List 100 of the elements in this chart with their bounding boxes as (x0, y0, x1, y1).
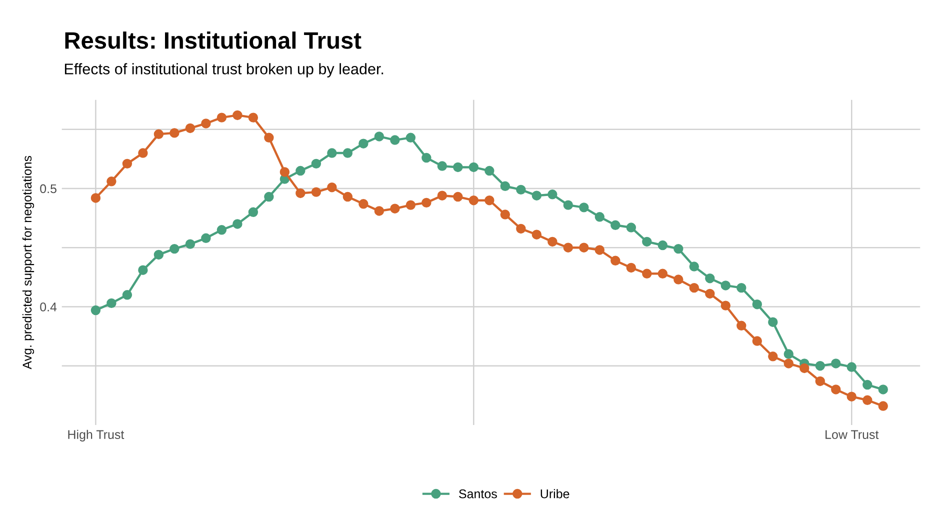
point (831, 384, 841, 394)
point (768, 352, 778, 362)
point (216, 112, 227, 122)
y-tick-label: 0.5 (40, 184, 56, 194)
point (705, 274, 715, 284)
point (658, 268, 668, 278)
point (642, 236, 652, 247)
chart-title: Results: Institutional Trust (65, 32, 362, 49)
point (626, 222, 636, 232)
point (516, 184, 526, 195)
point (390, 204, 400, 214)
point (342, 192, 353, 202)
point (106, 298, 116, 308)
point (720, 280, 730, 290)
x-tick-label: High Trust (68, 430, 124, 442)
point (610, 256, 620, 266)
y-axis-title: Avg. predicted support for negotiations (22, 156, 34, 370)
point (185, 239, 196, 249)
point (437, 190, 448, 200)
point (185, 123, 196, 134)
point (548, 190, 558, 200)
point (90, 305, 101, 316)
point (453, 192, 463, 202)
legend-label: Santos (459, 489, 497, 498)
legend-label: Uribe (540, 489, 570, 498)
point (154, 250, 164, 260)
point (484, 166, 494, 176)
point (201, 233, 211, 244)
point (563, 242, 574, 252)
point (406, 200, 416, 210)
point (579, 202, 589, 212)
point (248, 207, 258, 218)
chart-subtitle: Effects of institutional trust broken up by leader. (64, 63, 384, 78)
point (358, 199, 368, 209)
point (422, 198, 432, 208)
point (563, 200, 574, 210)
point (327, 148, 337, 158)
point (264, 132, 274, 143)
point (342, 148, 353, 158)
point (311, 158, 322, 169)
point (296, 166, 306, 176)
point (311, 187, 322, 197)
point (138, 265, 148, 275)
point (248, 112, 258, 122)
point (720, 300, 730, 310)
point (374, 132, 384, 142)
point (516, 224, 526, 234)
point (532, 190, 542, 200)
point (705, 288, 715, 299)
point (216, 225, 227, 235)
point (154, 129, 164, 139)
point (674, 244, 684, 254)
point (768, 317, 778, 327)
point (784, 358, 794, 368)
point (878, 384, 888, 394)
point (862, 395, 872, 405)
point (232, 219, 242, 229)
point (90, 193, 101, 203)
point (374, 206, 384, 216)
x-tick-label: Low Trust (826, 430, 879, 440)
point (138, 148, 148, 158)
point (468, 162, 479, 172)
point (642, 268, 652, 278)
point (232, 110, 242, 120)
point (170, 244, 180, 254)
point (594, 245, 605, 255)
point (579, 242, 589, 252)
point (548, 236, 558, 247)
point (736, 320, 746, 331)
point (453, 162, 463, 172)
y-tick-label: 0.4 (40, 302, 57, 312)
point (170, 128, 180, 138)
point (406, 132, 416, 143)
point (736, 282, 746, 293)
point (201, 118, 211, 128)
point (846, 392, 856, 402)
point (296, 188, 306, 198)
point (610, 220, 620, 230)
point (437, 161, 448, 171)
point (689, 262, 700, 272)
point (800, 363, 810, 374)
point (500, 181, 510, 192)
point (815, 376, 825, 386)
point (484, 195, 494, 206)
point (594, 212, 605, 222)
point (358, 138, 368, 148)
point (752, 300, 762, 310)
point (122, 158, 132, 169)
point (327, 182, 337, 192)
point (106, 176, 116, 186)
point (752, 336, 762, 346)
point (846, 362, 856, 372)
point (878, 401, 888, 411)
point (862, 380, 872, 390)
point (784, 349, 794, 359)
point (674, 274, 684, 284)
point (689, 282, 700, 293)
point (626, 262, 636, 273)
point (280, 167, 290, 177)
point (532, 230, 542, 240)
